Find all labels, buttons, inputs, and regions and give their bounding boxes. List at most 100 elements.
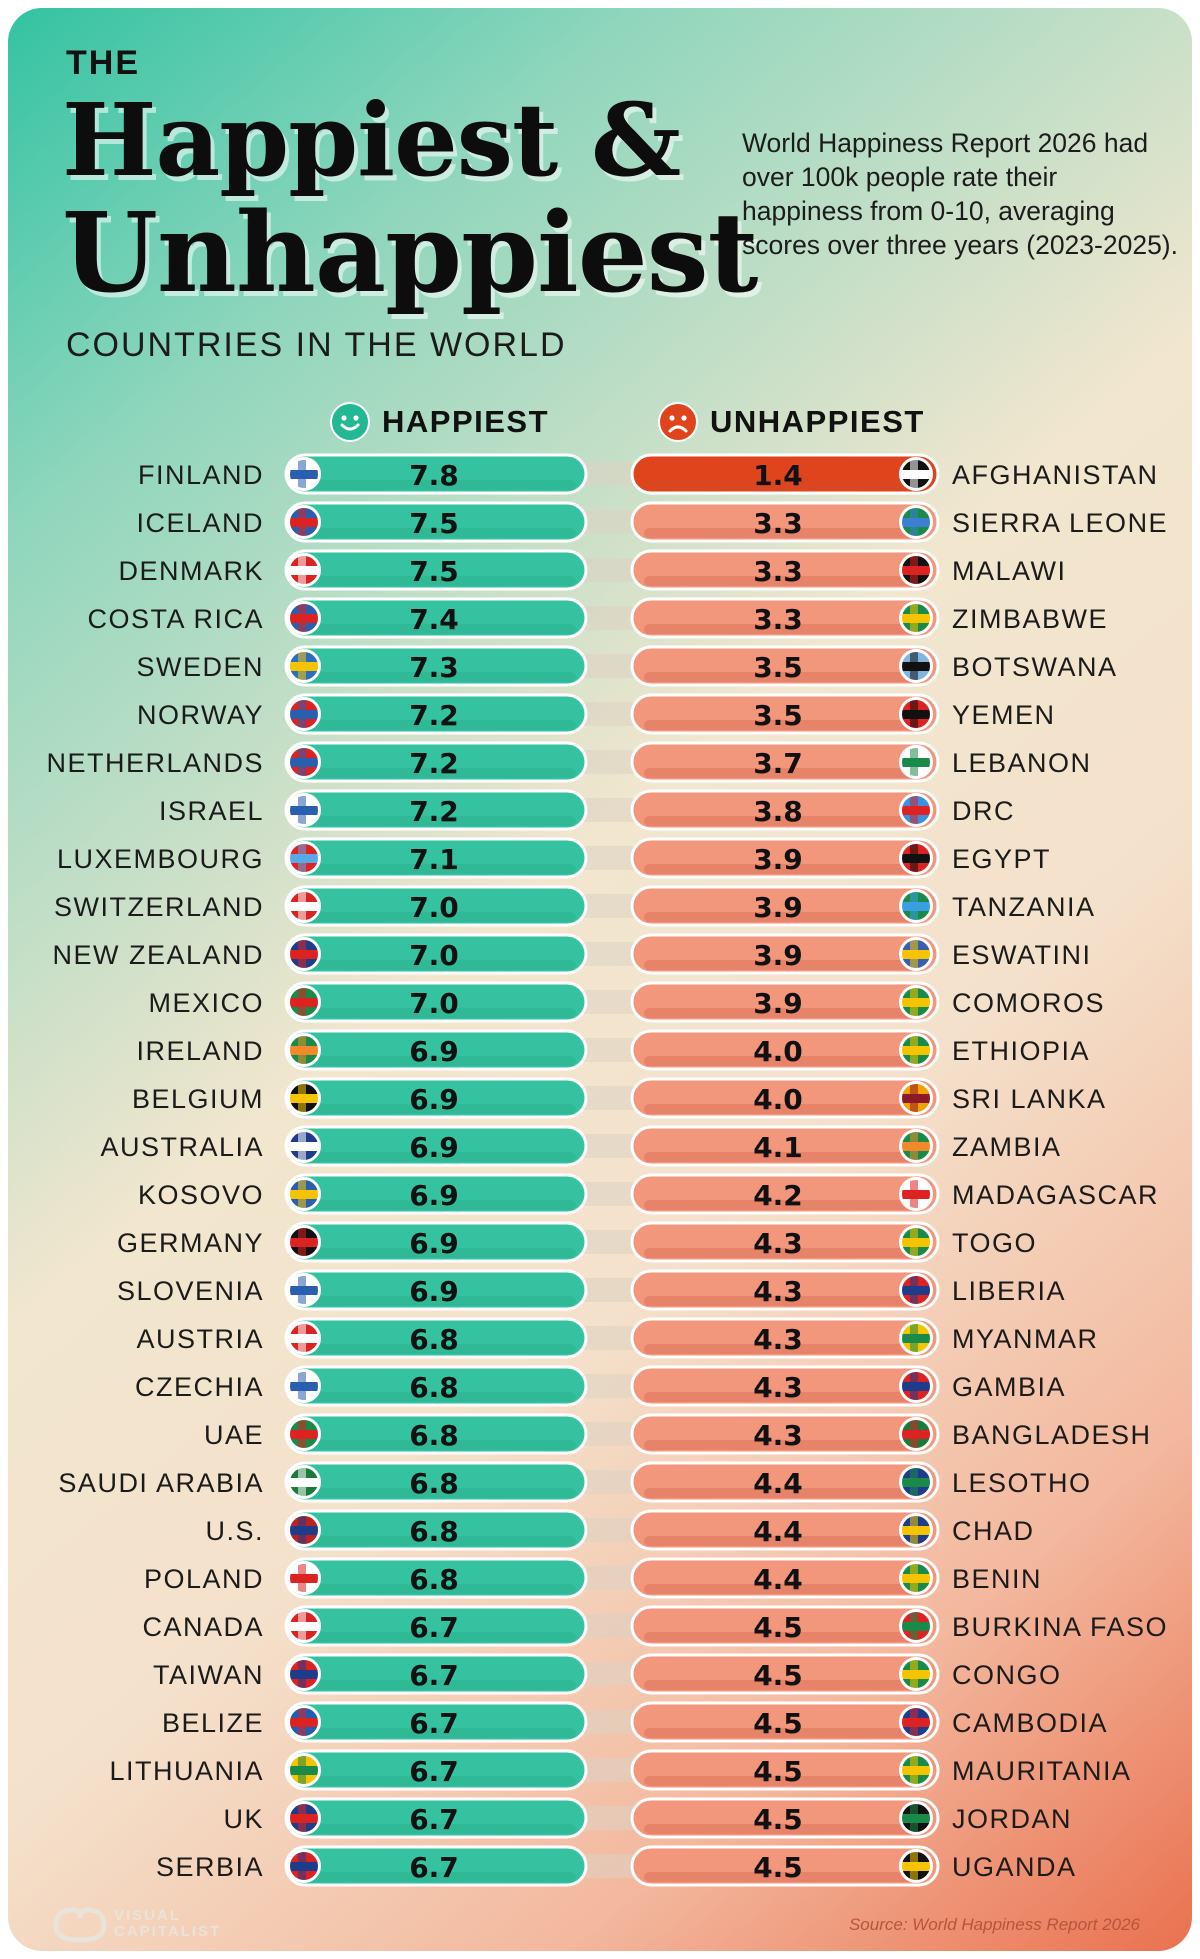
happiest-flag-icon — [287, 1129, 321, 1163]
bar-shade — [298, 1056, 576, 1066]
unhappiest-row: 4.0 ETHIOPIA — [630, 1029, 1089, 1071]
unhappiest-flag-icon — [899, 1081, 933, 1115]
bar-shade — [298, 864, 576, 874]
unhappiest-country-label: BURKINA FASO — [952, 1612, 1168, 1642]
happiest-row: GERMANY 6.9 — [117, 1221, 588, 1263]
bar-shade — [298, 912, 576, 922]
happiest-country-label: CANADA — [142, 1612, 264, 1642]
bar-shade — [298, 1008, 576, 1018]
row-connector — [578, 990, 636, 1014]
happiest-country-label: LITHUANIA — [109, 1756, 264, 1786]
unhappiest-score-label: 3.5 — [753, 699, 803, 732]
happiest-score-bar — [284, 1077, 588, 1119]
unhappiest-row: 4.5 CONGO — [630, 1653, 1060, 1695]
unhappiest-flag-icon — [899, 1753, 933, 1787]
bar-shade — [644, 864, 926, 874]
happiest-country-label: SAUDI ARABIA — [58, 1468, 264, 1498]
bar-shade — [644, 672, 926, 682]
unhappiest-score-label: 4.3 — [753, 1419, 803, 1452]
happiest-score-label: 6.9 — [409, 1179, 459, 1212]
row-connector — [578, 654, 636, 678]
happiest-row: SAUDI ARABIA 6.8 — [58, 1461, 588, 1503]
unhappiest-country-label: GAMBIA — [952, 1372, 1066, 1402]
bar-shade — [298, 1536, 576, 1546]
happiest-score-bar — [284, 1749, 588, 1791]
unhappiest-score-label: 4.3 — [753, 1227, 803, 1260]
happiest-row: POLAND 6.8 — [144, 1557, 588, 1599]
bar-shade — [298, 672, 576, 682]
unhappiest-flag-icon — [899, 1033, 933, 1067]
bar-shade — [298, 528, 576, 538]
happiest-country-label: SWITZERLAND — [54, 892, 264, 922]
happiest-score-bar — [284, 1317, 588, 1359]
unhappiest-flag-icon — [899, 1321, 933, 1355]
unhappiest-score-bar — [630, 1797, 940, 1839]
unhappiest-score-label: 3.9 — [753, 843, 803, 876]
unhappiest-score-label: 4.5 — [753, 1755, 803, 1788]
unhappiest-score-label: 4.0 — [753, 1083, 803, 1116]
unhappiest-row: 1.4 AFGHANISTAN — [630, 453, 1157, 495]
unhappiest-flag-icon — [899, 601, 933, 635]
happiest-score-bar — [284, 837, 588, 879]
unhappiest-flag-icon — [899, 1369, 933, 1403]
smiley-face-icon — [330, 402, 370, 442]
happiest-country-label: SWEDEN — [136, 652, 264, 682]
bar-shade — [298, 1200, 576, 1210]
happiest-row: AUSTRIA 6.8 — [136, 1317, 588, 1359]
happiest-flag-icon — [287, 1609, 321, 1643]
unhappiest-flag-icon — [899, 841, 933, 875]
unhappiest-flag-icon — [899, 1561, 933, 1595]
happiest-score-bar — [284, 1365, 588, 1407]
unhappiest-flag-icon — [899, 1225, 933, 1259]
unhappiest-row: 3.5 YEMEN — [630, 693, 1054, 735]
happiest-score-label: 6.8 — [409, 1323, 459, 1356]
bar-shade — [644, 912, 926, 922]
source-note: Source: World Happiness Report 2026 — [848, 1915, 1140, 1934]
unhappiest-score-bar — [630, 597, 940, 639]
bar-shade — [298, 1728, 576, 1738]
happiest-row: COSTA RICA 7.4 — [87, 597, 588, 639]
unhappiest-row: 4.3 MYANMAR — [630, 1317, 1097, 1359]
happiest-score-bar — [284, 885, 588, 927]
unhappiest-row: 4.3 BANGLADESH — [630, 1413, 1150, 1455]
unhappiest-flag-icon — [899, 889, 933, 923]
bar-shade — [644, 1632, 926, 1642]
bar-shade — [644, 960, 926, 970]
happiest-score-bar — [284, 1653, 588, 1695]
row-connector — [578, 1854, 636, 1878]
unhappiest-score-label: 1.4 — [753, 459, 803, 492]
happiest-country-label: FINLAND — [138, 460, 264, 490]
unhappiest-row: 3.3 ZIMBABWE — [630, 597, 1107, 639]
happiest-score-bar — [284, 1845, 588, 1887]
row-connector — [578, 1614, 636, 1638]
bar-shade — [644, 720, 926, 730]
row-connector — [578, 798, 636, 822]
unhappiest-row: 3.9 ESWATINI — [630, 933, 1090, 975]
unhappiest-country-label: SIERRA LEONE — [952, 508, 1168, 538]
happiest-country-label: IRELAND — [136, 1036, 264, 1066]
happiest-score-bar — [284, 1221, 588, 1263]
unhappiest-row: 4.5 MAURITANIA — [630, 1749, 1130, 1791]
title-line-happiest: Happiest & — [62, 81, 681, 199]
happiest-row: NEW ZEALAND 7.0 — [52, 933, 588, 975]
happiest-score-bar — [284, 1557, 588, 1599]
bar-shade — [298, 480, 576, 490]
happiest-row: LITHUANIA 6.7 — [109, 1749, 588, 1791]
happiest-flag-icon — [287, 457, 321, 491]
happiest-country-label: GERMANY — [117, 1228, 264, 1258]
unhappiest-score-label: 3.3 — [753, 603, 803, 636]
happiest-score-label: 7.0 — [409, 939, 459, 972]
happiest-score-label: 7.2 — [409, 747, 459, 780]
happiest-flag-icon — [287, 601, 321, 635]
happiest-score-label: 6.8 — [409, 1563, 459, 1596]
row-connector — [578, 1134, 636, 1158]
unhappiest-row: 4.4 CHAD — [630, 1509, 1033, 1551]
happiest-flag-icon — [287, 1465, 321, 1499]
happiest-score-label: 7.5 — [409, 507, 459, 540]
bar-shade — [644, 1824, 926, 1834]
row-connector — [578, 510, 636, 534]
bar-shade — [298, 960, 576, 970]
row-connector — [578, 1710, 636, 1734]
unhappiest-row: 3.9 EGYPT — [630, 837, 1050, 879]
unhappiest-score-bar — [630, 741, 940, 783]
